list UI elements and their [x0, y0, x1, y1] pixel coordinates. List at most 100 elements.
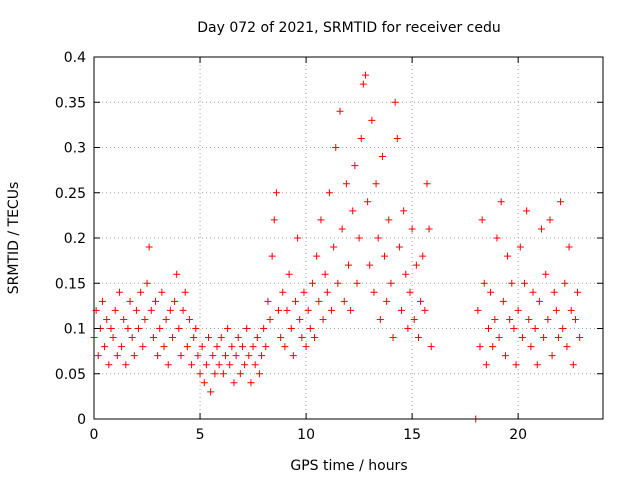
data-point: [107, 325, 115, 332]
data-point: [105, 361, 113, 369]
data-point: [535, 297, 543, 305]
data-point: [143, 279, 151, 287]
data-point: [359, 80, 367, 88]
data-point: [512, 361, 520, 369]
data-point: [281, 343, 289, 351]
data-point: [315, 297, 323, 305]
data-point: [196, 370, 204, 378]
data-point: [94, 352, 102, 360]
data-point: [353, 279, 361, 287]
data-point: [525, 315, 533, 323]
data-point: [207, 388, 215, 396]
data-point: [474, 306, 482, 314]
data-point: [521, 279, 529, 287]
data-point: [368, 116, 376, 124]
y-tick-labels: 0 0.05 0.1 0.15 0.2 0.25 0.3 0.35 0.4: [55, 50, 86, 428]
data-point: [402, 270, 410, 278]
data-point: [387, 279, 395, 287]
data-point: [328, 306, 336, 314]
x-tick-label: 20: [509, 427, 527, 443]
y-tick-label: 0.25: [55, 186, 86, 202]
data-point: [179, 306, 187, 314]
data-point: [126, 297, 134, 305]
data-point: [334, 279, 342, 287]
data-point: [569, 361, 577, 369]
data-point: [221, 352, 229, 360]
data-point: [302, 343, 310, 351]
data-point: [279, 288, 287, 296]
data-point: [345, 261, 352, 269]
data-point: [537, 225, 545, 233]
data-point: [393, 134, 401, 142]
data-point: [351, 162, 359, 170]
data-point: [361, 71, 369, 79]
data-point: [576, 334, 584, 342]
data-point: [192, 325, 200, 332]
data-point: [120, 315, 128, 323]
data-point: [548, 352, 556, 360]
data-point: [272, 189, 280, 197]
data-point: [294, 234, 302, 242]
data-point: [381, 252, 389, 260]
data-point: [395, 243, 403, 251]
data-point: [338, 225, 346, 233]
data-point: [124, 325, 132, 332]
data-point: [135, 325, 143, 332]
data-point: [158, 288, 166, 296]
data-point: [241, 361, 249, 369]
data-point: [567, 306, 575, 314]
data-point: [166, 306, 174, 314]
data-point: [232, 352, 240, 360]
data-point: [219, 370, 227, 378]
data-point: [561, 279, 569, 287]
data-point: [357, 134, 365, 142]
data-point: [264, 297, 272, 305]
y-tick-label: 0.3: [64, 141, 86, 157]
data-point: [266, 315, 274, 323]
x-tick-label: 10: [297, 427, 315, 443]
y-tick-label: 0.1: [64, 322, 86, 338]
data-point: [514, 306, 522, 314]
y-tick-label: 0.15: [55, 276, 86, 292]
data-point: [557, 198, 565, 206]
data-point: [130, 352, 138, 360]
data-point: [154, 352, 162, 360]
data-point: [489, 343, 497, 351]
data-point: [162, 315, 170, 323]
data-point: [202, 361, 210, 369]
data-point: [258, 352, 266, 360]
data-point: [484, 325, 492, 332]
data-point: [228, 343, 236, 351]
data-point: [175, 325, 183, 332]
data-point: [408, 225, 416, 233]
data-point: [480, 279, 488, 287]
data-point: [427, 343, 435, 351]
data-point: [366, 261, 374, 269]
data-point: [508, 279, 516, 287]
data-point: [372, 180, 380, 188]
data-point: [215, 361, 223, 369]
data-point: [139, 343, 147, 351]
data-point: [323, 288, 331, 296]
data-point: [98, 297, 106, 305]
data-point: [552, 306, 560, 314]
data-point: [419, 252, 427, 260]
data-point: [523, 207, 531, 215]
data-point: [313, 252, 321, 260]
data-point: [540, 334, 548, 342]
data-point: [342, 180, 350, 188]
y-tick-label: 0: [77, 412, 86, 428]
chart-title: Day 072 of 2021, SRMTID for receiver ced…: [197, 20, 500, 36]
y-tick-label: 0.35: [55, 95, 86, 111]
data-point: [499, 297, 507, 305]
data-point: [493, 234, 501, 242]
data-point: [391, 98, 399, 106]
data-point: [190, 334, 198, 342]
data-point: [109, 334, 117, 342]
data-point: [306, 325, 314, 332]
data-point: [400, 207, 408, 215]
data-point: [185, 315, 193, 323]
data-point: [160, 343, 168, 351]
data-point: [289, 352, 297, 360]
data-point: [296, 315, 304, 323]
